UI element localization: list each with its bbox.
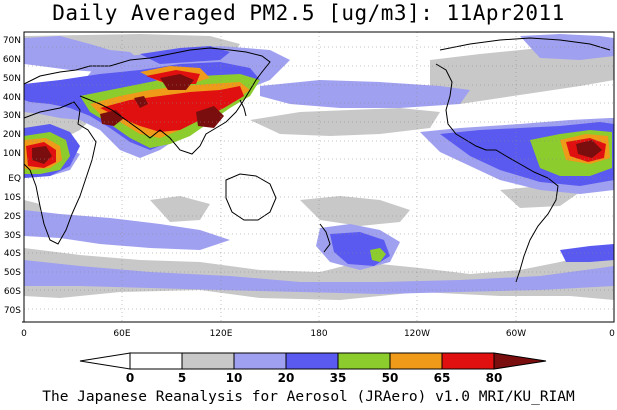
lat-label: EQ (8, 174, 21, 184)
lat-label: 30N (3, 111, 21, 121)
lon-label: 60W (506, 329, 526, 339)
pm25-field-over-80 (32, 74, 602, 164)
lat-label: 50S (4, 268, 21, 278)
lat-label: 20S (4, 212, 21, 222)
colorbar-segment (389, 352, 443, 370)
colorbar: 0 5 10 20 35 50 65 80 (79, 352, 547, 385)
lon-label: 120W (404, 329, 430, 339)
colorbar-segment (129, 352, 183, 370)
lat-label: 60N (3, 55, 21, 65)
colorbar-segment (285, 352, 339, 370)
colorbar-label: 65 (434, 371, 451, 385)
map-panel (22, 31, 615, 323)
colorbar-arrow-high (493, 352, 547, 370)
lat-label: 30S (4, 231, 21, 241)
colorbar-segment (441, 352, 495, 370)
colorbar-segment (181, 352, 235, 370)
lat-label: 70S (4, 306, 21, 316)
colorbar-label: 35 (330, 371, 347, 385)
lat-label: 40N (3, 93, 21, 103)
lat-label: 10N (3, 149, 21, 159)
lat-label: 60S (4, 287, 21, 297)
lon-label: 60E (113, 329, 130, 339)
colorbar-label: 20 (278, 371, 295, 385)
lon-label: 0 (609, 329, 615, 339)
colorbar-label: 5 (178, 371, 186, 385)
lon-label: 120E (210, 329, 233, 339)
colorbar-arrow-low (79, 352, 131, 370)
map-credit: The Japanese Reanalysis for Aerosol (JRA… (42, 389, 575, 405)
lat-label: 70N (3, 36, 21, 46)
gridlines (24, 32, 614, 322)
lat-label: 20N (3, 130, 21, 140)
lon-label: 0 (21, 329, 27, 339)
lat-label: 10S (4, 193, 21, 203)
lon-label: 180 (310, 329, 327, 339)
colorbar-label: 10 (226, 371, 243, 385)
colorbar-label: 80 (486, 371, 503, 385)
colorbar-label: 50 (382, 371, 399, 385)
colorbar-segment (337, 352, 391, 370)
longitude-labels: 0 60E 120E 180 120W 60W 0 (21, 329, 615, 339)
map-title: Daily Averaged PM2.5 [ug/m3]: 11Apr2011 (52, 1, 565, 25)
colorbar-label: 0 (126, 371, 134, 385)
lat-label: 50N (3, 74, 21, 84)
lat-label: 40S (4, 249, 21, 259)
colorbar-segment (233, 352, 287, 370)
latitude-labels: 70N 60N 50N 40N 30N 20N 10N EQ 10S 20S 3… (3, 36, 21, 316)
